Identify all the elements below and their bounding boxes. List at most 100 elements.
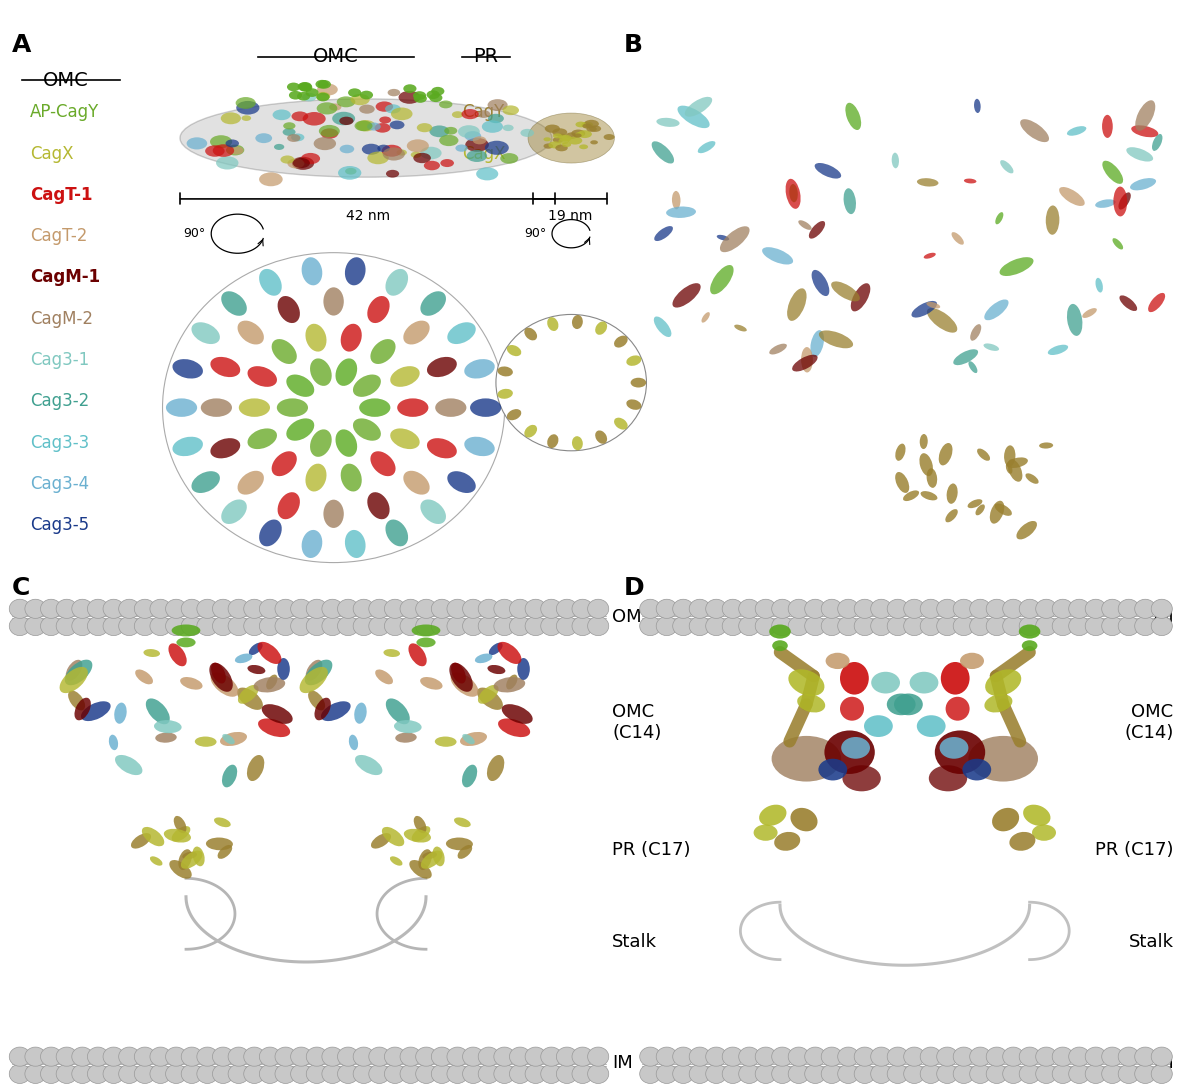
Circle shape [1052, 1047, 1073, 1066]
Ellipse shape [409, 860, 432, 878]
Ellipse shape [631, 378, 647, 387]
Circle shape [306, 616, 328, 636]
Ellipse shape [769, 624, 791, 639]
Ellipse shape [299, 84, 312, 92]
Ellipse shape [350, 93, 370, 105]
Circle shape [306, 1047, 328, 1066]
Ellipse shape [595, 322, 607, 335]
Ellipse shape [604, 134, 614, 140]
Circle shape [1069, 1064, 1090, 1084]
Circle shape [134, 616, 156, 636]
Ellipse shape [1135, 100, 1156, 130]
Ellipse shape [362, 143, 380, 154]
Circle shape [415, 599, 437, 619]
Text: OMC
(C14): OMC (C14) [1124, 703, 1174, 742]
Ellipse shape [716, 235, 730, 240]
Circle shape [166, 1064, 187, 1084]
Text: Cag3-2: Cag3-2 [30, 392, 89, 411]
Text: CagX: CagX [462, 145, 505, 163]
Ellipse shape [754, 824, 778, 841]
Circle shape [1118, 616, 1139, 636]
Ellipse shape [449, 663, 473, 691]
Ellipse shape [306, 464, 326, 491]
Ellipse shape [919, 453, 932, 476]
Ellipse shape [710, 265, 733, 295]
Circle shape [72, 616, 92, 636]
Ellipse shape [953, 349, 978, 365]
Ellipse shape [929, 765, 967, 791]
Ellipse shape [544, 137, 551, 141]
Ellipse shape [367, 296, 390, 323]
Circle shape [431, 1047, 452, 1066]
Ellipse shape [416, 637, 436, 648]
Circle shape [41, 616, 61, 636]
Circle shape [119, 616, 139, 636]
Circle shape [56, 1064, 77, 1084]
Circle shape [887, 1064, 908, 1084]
Ellipse shape [173, 359, 203, 378]
Circle shape [228, 1064, 250, 1084]
Circle shape [656, 616, 677, 636]
Ellipse shape [1114, 187, 1127, 216]
Circle shape [640, 599, 661, 619]
Ellipse shape [271, 451, 296, 476]
Text: CagX: CagX [30, 145, 73, 163]
Ellipse shape [391, 108, 413, 121]
Ellipse shape [192, 847, 205, 866]
Ellipse shape [448, 322, 475, 345]
Circle shape [526, 599, 546, 619]
Ellipse shape [382, 827, 404, 847]
Ellipse shape [194, 737, 216, 747]
Circle shape [1069, 599, 1090, 619]
Ellipse shape [209, 663, 233, 691]
Circle shape [1003, 1064, 1024, 1084]
Circle shape [462, 616, 484, 636]
Circle shape [739, 616, 760, 636]
Circle shape [88, 1047, 108, 1066]
Ellipse shape [259, 268, 282, 296]
Ellipse shape [553, 137, 564, 142]
Ellipse shape [354, 121, 372, 132]
Circle shape [479, 599, 499, 619]
Ellipse shape [155, 733, 176, 742]
Text: IM: IM [612, 1054, 632, 1072]
Circle shape [228, 616, 250, 636]
Text: OMC: OMC [313, 47, 359, 65]
Ellipse shape [74, 698, 91, 721]
Text: CagT-2: CagT-2 [30, 227, 88, 246]
Circle shape [739, 1064, 760, 1084]
Ellipse shape [977, 449, 990, 461]
Ellipse shape [306, 324, 326, 351]
Ellipse shape [172, 826, 191, 841]
Circle shape [1135, 1064, 1156, 1084]
Ellipse shape [430, 125, 449, 137]
Circle shape [1052, 599, 1073, 619]
Circle shape [871, 616, 892, 636]
Circle shape [1036, 616, 1057, 636]
Ellipse shape [427, 357, 457, 377]
Circle shape [722, 1064, 743, 1084]
Circle shape [805, 1064, 826, 1084]
Ellipse shape [556, 145, 568, 151]
Ellipse shape [318, 80, 331, 89]
Circle shape [494, 599, 515, 619]
Circle shape [755, 1047, 776, 1066]
Ellipse shape [397, 398, 428, 417]
Ellipse shape [1148, 292, 1165, 312]
Ellipse shape [787, 288, 806, 321]
Circle shape [119, 1047, 139, 1066]
Ellipse shape [192, 322, 220, 345]
Ellipse shape [296, 92, 310, 101]
Circle shape [10, 599, 30, 619]
Circle shape [871, 1064, 892, 1084]
Circle shape [134, 1047, 156, 1066]
Ellipse shape [818, 330, 853, 348]
Circle shape [854, 1047, 875, 1066]
Ellipse shape [210, 357, 240, 377]
Circle shape [275, 599, 296, 619]
Ellipse shape [773, 640, 788, 651]
Ellipse shape [502, 704, 533, 724]
Ellipse shape [506, 409, 521, 421]
Circle shape [212, 599, 234, 619]
Ellipse shape [552, 128, 568, 137]
